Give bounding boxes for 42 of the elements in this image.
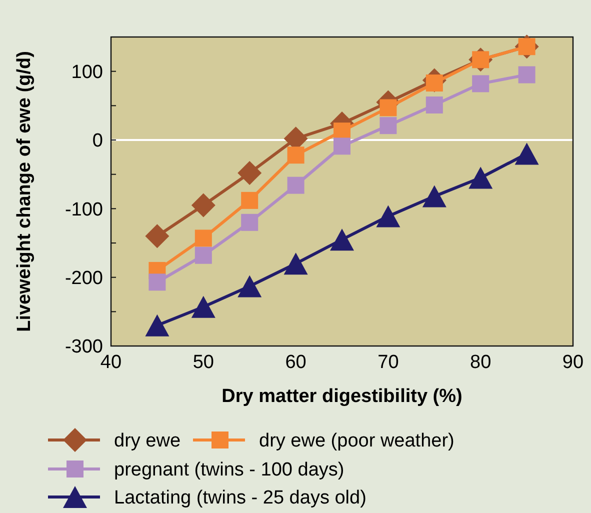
x-tick-label: 50 xyxy=(192,352,214,373)
x-tick-label: 70 xyxy=(378,352,399,373)
x-tick-label: 60 xyxy=(285,352,306,373)
point xyxy=(468,166,493,189)
legend-label: Lactating (twins - 25 days old) xyxy=(114,488,366,509)
legend-label: dry ewe (poor weather) xyxy=(259,430,454,452)
point xyxy=(241,214,258,231)
point xyxy=(422,185,446,208)
legend-label: dry ewe xyxy=(114,430,181,452)
point xyxy=(514,142,539,165)
point xyxy=(145,224,170,248)
point xyxy=(380,99,397,116)
point xyxy=(148,274,166,291)
point xyxy=(238,275,262,298)
y-tick-label: -300 xyxy=(64,336,103,358)
point xyxy=(191,193,216,218)
legend-label: pregnant (twins - 100 days) xyxy=(114,460,344,481)
point xyxy=(376,205,400,228)
point xyxy=(191,296,216,318)
point xyxy=(194,246,212,264)
point xyxy=(472,75,490,92)
y-tick-label: 100 xyxy=(71,62,103,83)
point xyxy=(334,138,350,155)
point xyxy=(380,117,397,134)
point xyxy=(238,160,262,185)
x-tick-label: 80 xyxy=(470,352,492,373)
point xyxy=(426,96,443,114)
x-axis-title: Dry matter digestibility (%) xyxy=(222,386,462,407)
y-tick-label: -200 xyxy=(64,268,103,289)
point xyxy=(518,66,536,84)
y-axis-title: Liveweight change of ewe (g/d) xyxy=(14,51,35,332)
y-tick-label: -100 xyxy=(64,199,103,220)
x-tick-label: 40 xyxy=(100,352,122,373)
y-tick-label: 0 xyxy=(92,130,103,152)
point xyxy=(330,228,354,251)
point xyxy=(284,252,308,275)
point xyxy=(194,230,212,247)
x-tick-label: 90 xyxy=(562,352,584,373)
point xyxy=(287,176,304,194)
point xyxy=(287,146,304,164)
point xyxy=(145,314,170,336)
point xyxy=(241,192,258,209)
